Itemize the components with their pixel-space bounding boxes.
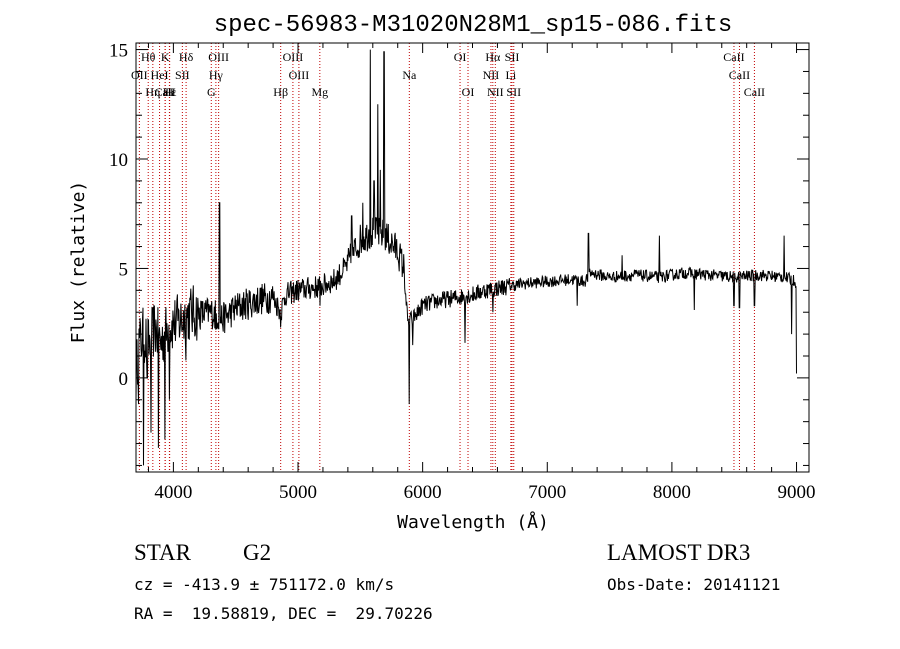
spectral-line-label: Na (402, 68, 417, 82)
y-tick-label: 10 (109, 150, 128, 171)
spectral-line-label: CaII (729, 68, 750, 82)
spectral-line-label: OII (131, 68, 148, 82)
spectral-line-label: OI (454, 50, 467, 64)
spectral-line-label: NII (487, 85, 504, 99)
spectral-line-label: SII (505, 50, 520, 64)
spectral-line-label: SII (175, 68, 190, 82)
x-tick-label: 7000 (528, 482, 566, 503)
x-tick-label: 5000 (279, 482, 317, 503)
spectral-line-label: NII (483, 68, 500, 82)
axis-ticks: 4000 5000 6000 7000 8000 9000 0 5 10 15 (109, 41, 816, 503)
survey-name: LAMOST DR3 (607, 540, 751, 565)
spectral-line-label: OIII (289, 68, 310, 82)
spectral-line-label: OIII (208, 50, 229, 64)
spectral-line-label: Mg (311, 85, 328, 99)
spectral-line-label: H (165, 85, 174, 99)
spectral-lines-layer (138, 43, 755, 472)
object-class: STAR (134, 540, 191, 565)
obs-date-text: Obs-Date: 20141121 (607, 575, 781, 594)
x-tick-label: 4000 (154, 482, 192, 503)
spectral-line-label: CaII (744, 85, 765, 99)
coordinates-text: RA = 19.58819, DEC = 29.70226 (134, 604, 433, 623)
spectral-line-label: Hθ (141, 50, 156, 64)
spectral-line-label: CaII (723, 50, 744, 64)
y-tick-label: 15 (109, 41, 128, 62)
redshift-text: cz = -413.9 ± 751172.0 km/s (134, 575, 395, 594)
spectral-line-label: Li (506, 68, 517, 82)
chart-title: spec-56983-M31020N28M1_sp15-086.fits (214, 12, 732, 39)
x-tick-label: 9000 (778, 482, 816, 503)
plot-frame (135, 42, 810, 473)
x-axis-label: Wavelength (Å) (397, 511, 549, 533)
x-tick-label: 8000 (653, 482, 691, 503)
spectral-line-label: Hγ (209, 68, 224, 82)
y-tick-label: 0 (119, 369, 129, 390)
spectral-line-label: G (207, 85, 216, 99)
spectral-line-label: Hδ (179, 50, 194, 64)
spectrum-line (135, 49, 797, 466)
spectral-line-label: SII (506, 85, 521, 99)
spectral-line-label: Hε (163, 85, 177, 99)
spectral-line-label: OIII (283, 50, 304, 64)
spectral-line-label: CaII (154, 85, 175, 99)
y-tick-label: 5 (119, 259, 129, 280)
spectral-line-label: Hβ (273, 85, 288, 99)
spectral-line-label: K (161, 50, 170, 64)
y-axis-label: Flux (relative) (68, 181, 89, 344)
spectral-line-label: Hα (485, 50, 501, 64)
x-tick-label: 6000 (404, 482, 442, 503)
object-subclass: G2 (243, 540, 272, 565)
spectral-line-label: HeI (151, 68, 169, 82)
spectral-line-label: OI (462, 85, 475, 99)
spectral-line-label: Hη (145, 85, 160, 99)
